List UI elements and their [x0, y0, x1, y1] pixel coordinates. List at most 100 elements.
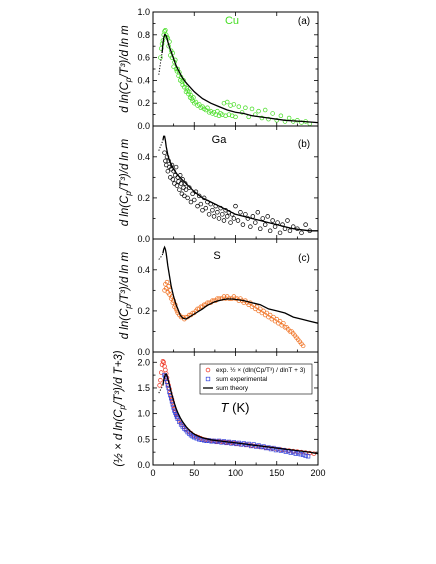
- data-point: [274, 316, 280, 322]
- data-point: [185, 195, 190, 201]
- y-tick-label: 1.5: [137, 383, 150, 393]
- data-point: [253, 220, 258, 225]
- x-axis-label: T (K): [221, 400, 250, 415]
- data-point: [220, 212, 225, 217]
- data-point: [215, 108, 220, 114]
- data-point: [195, 203, 200, 209]
- data-point: [177, 70, 182, 75]
- data-point: [163, 27, 168, 33]
- data-point: [300, 343, 306, 349]
- data-point: [265, 214, 270, 219]
- data-point: [287, 329, 293, 334]
- dotted-extrapolation: [158, 253, 164, 260]
- data-point: [159, 370, 164, 375]
- data-point: [282, 119, 288, 124]
- data-point: [286, 115, 292, 121]
- y-tick-label: 0.0: [137, 347, 150, 357]
- data-point: [299, 230, 304, 236]
- data-point: [163, 162, 169, 168]
- legend-label: sum theory: [216, 385, 249, 392]
- data-point: [201, 302, 207, 307]
- data-point: [187, 185, 192, 190]
- dotted-extrapolation: [158, 140, 164, 151]
- series-points-0: [158, 27, 313, 126]
- data-point: [298, 452, 303, 457]
- y-axis-label: d ln(Cp/T³)/d ln m: [119, 251, 133, 339]
- data-point: [277, 318, 283, 324]
- data-point: [190, 191, 195, 197]
- y-tick-label: 0.2: [137, 306, 150, 316]
- data-point: [171, 64, 176, 69]
- data-point: [211, 214, 217, 219]
- data-point: [282, 325, 288, 330]
- data-point: [235, 218, 241, 223]
- panel-3: 0.0 0.2 0.4 d ln(Cp/T³)/d ln m (c) S: [119, 238, 319, 357]
- data-point: [231, 216, 237, 221]
- data-point: [225, 214, 230, 219]
- data-point: [249, 106, 255, 112]
- data-point: [277, 230, 283, 236]
- data-point: [168, 175, 173, 180]
- data-point: [233, 203, 238, 209]
- data-point: [198, 304, 204, 310]
- data-point: [299, 120, 304, 125]
- theory-curve: [162, 373, 318, 455]
- data-point: [210, 207, 215, 213]
- data-point: [166, 284, 171, 289]
- x-tick-label: 150: [269, 468, 284, 478]
- data-point: [260, 216, 265, 221]
- y-tick-label: 1.0: [137, 409, 150, 419]
- data-point: [236, 104, 242, 109]
- plot-area: [158, 135, 318, 236]
- panel-1: 0.0 0.2 0.4 0.6 0.8 1.0 d ln(Cp/T³)/d ln m (a) C…: [119, 7, 319, 131]
- data-point: [287, 228, 293, 234]
- legend-label: exp. ½ × (dln(Cp/T³) / dlnT + 3): [216, 366, 305, 374]
- data-point: [178, 181, 184, 186]
- plot-area: [158, 27, 318, 126]
- series-points-0: [162, 279, 306, 349]
- theory-curve: [162, 135, 318, 232]
- legend-marker: [205, 367, 211, 373]
- data-point: [203, 205, 209, 211]
- data-point: [274, 118, 280, 123]
- data-point: [196, 193, 202, 199]
- data-point: [243, 212, 248, 217]
- data-point: [158, 378, 163, 383]
- data-point: [215, 210, 220, 215]
- data-point: [261, 308, 266, 314]
- panel-4: 0.0 0.5 1.0 1.5 2.0 0 50 100 150 200 (½ × d ln(Cp/…: [113, 350, 326, 478]
- data-point: [192, 435, 197, 440]
- data-point: [285, 218, 290, 223]
- data-point: [188, 199, 194, 205]
- data-point: [266, 116, 271, 122]
- x-tick-label: 50: [189, 468, 199, 478]
- y-axis-label: (½ × d ln(Cp/T³)/d T+3): [113, 350, 127, 466]
- legend: exp. ½ × (dln(Cp/T³) / dlnT + 3) sum expe…: [199, 363, 313, 395]
- panel-tag: (b): [298, 139, 310, 150]
- data-point: [157, 383, 162, 388]
- data-point: [301, 452, 306, 457]
- panels: 0.0 0.2 0.4 0.6 0.8 1.0 d ln(Cp/T³)/d ln m (a) C…: [113, 7, 326, 478]
- data-point: [183, 187, 189, 192]
- y-tick-label: 0.8: [137, 30, 150, 40]
- data-point: [224, 440, 229, 446]
- data-point: [238, 210, 243, 215]
- data-point: [267, 312, 273, 318]
- data-point: [267, 228, 273, 234]
- data-point: [262, 107, 268, 113]
- data-point: [163, 367, 168, 373]
- data-point: [163, 158, 168, 164]
- y-tick-label: 0.4: [137, 265, 150, 275]
- data-point: [198, 201, 204, 207]
- data-point: [159, 46, 164, 51]
- data-point: [161, 360, 166, 365]
- panel-tag: (a): [298, 16, 310, 27]
- data-point: [305, 454, 311, 459]
- x-axis-label-variable: T: [221, 400, 230, 415]
- series-points-0: [162, 150, 313, 236]
- data-point: [197, 437, 202, 442]
- y-tick-label: 1.0: [137, 7, 150, 17]
- data-point: [248, 224, 253, 229]
- data-point: [182, 181, 188, 186]
